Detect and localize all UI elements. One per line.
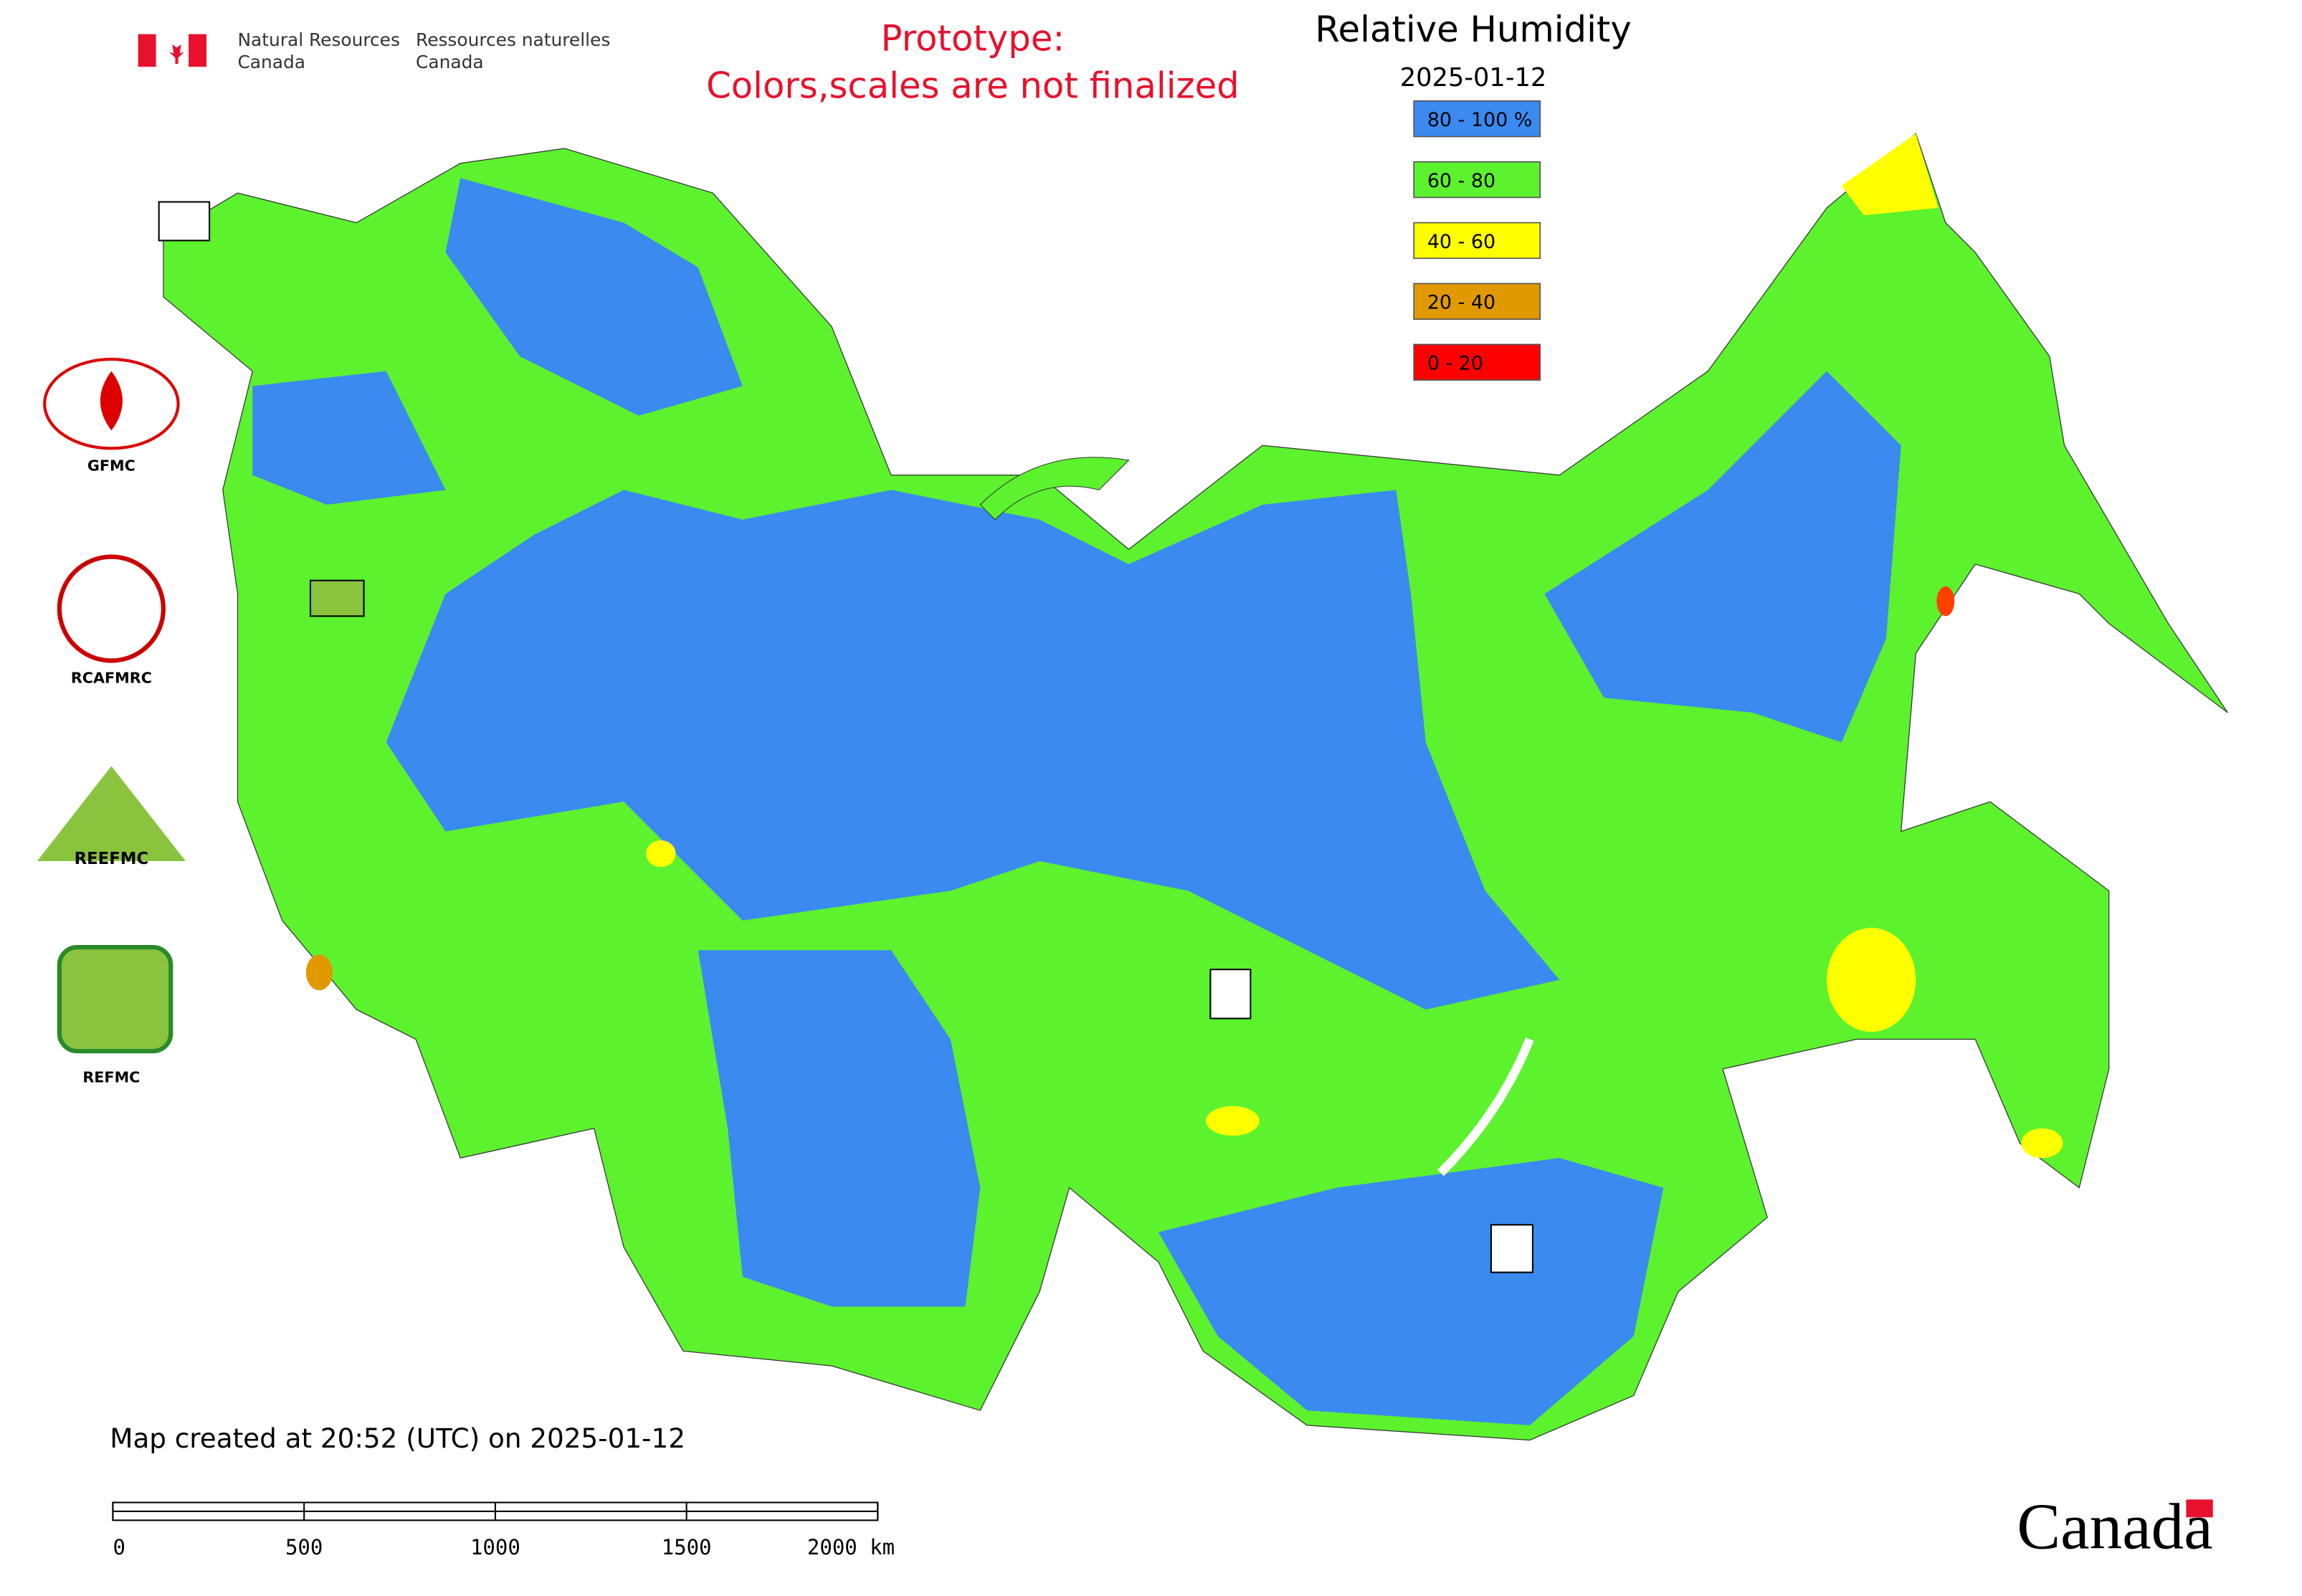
flag-bar [189,34,206,67]
wordmark-flag [2186,1499,2213,1518]
region-yellow [646,840,676,868]
region-blue [698,950,981,1307]
created-note: Map created at 20:52 (UTC) on 2025-01-12 [110,1422,685,1454]
notice: Colors,scales are not finalized [706,65,1240,107]
map-marker [1209,969,1252,1020]
map-marker [158,201,211,242]
maple-leaf [169,38,184,65]
agency-fr: Canada [416,52,484,72]
scale-bar: 0 500 1000 1500 2000 km [112,1501,895,1559]
region-orange [305,954,333,991]
logo-flame [100,371,123,431]
logo-reefmc [37,766,186,862]
legend-swatch [1413,222,1541,260]
notice: Prototype: [881,17,1065,59]
region-blue [252,371,446,505]
map-title: Relative Humidity [1315,9,1632,50]
flag-bar [138,34,156,67]
agency-en: Natural Resources [237,29,399,50]
agency-en: Canada [237,52,305,72]
logo-label: RCAFMRC [71,670,152,687]
legend-label: 40 - 60 [1427,231,1495,253]
logo-label: REFMC [82,1069,140,1086]
logo-label: REEFMC [75,850,149,868]
map-date: 2025-01-12 [1400,63,1547,92]
centre-logos: GFMC RCAFMRC REEFMC REFMC [37,201,1533,1273]
lake-baikal [1437,1037,1534,1177]
region-yellow [2021,1128,2063,1159]
logo-gfmc [43,358,180,450]
island [979,457,1130,521]
region-yellow [1841,133,1939,216]
canada-wordmark: Canada [2017,1491,2212,1563]
scale-label: 1000 [470,1535,520,1559]
legend-label: 60 - 80 [1427,170,1495,192]
legend-swatch [1413,100,1541,138]
legend-swatch [1413,343,1541,381]
legend-swatch [1413,282,1541,320]
agency-fr: Ressources naturelles [416,29,610,50]
legend-swatch [1413,161,1541,199]
region-yellow [1206,1106,1260,1136]
scale-label: 1500 [662,1535,712,1559]
scale-label: 500 [285,1535,323,1559]
region-blue [1158,1158,1664,1425]
logo-refmc [57,944,173,1054]
map-marker [1490,1224,1533,1273]
region-red [1936,586,1955,617]
scale-label: 2000 km [807,1535,895,1559]
scale-label: 0 [113,1535,125,1559]
region-blue [386,490,1560,1010]
legend-label: 80 - 100 % [1427,109,1533,131]
region-blue [1544,371,1901,743]
legend: 80 - 100 % 60 - 80 40 - 60 20 - 40 0 - 20 [1413,100,1541,381]
region-yellow [1827,928,1916,1032]
legend-label: 0 - 20 [1427,353,1483,375]
map-marker [309,579,365,617]
map [163,133,2228,1441]
logo-label: GFMC [87,457,135,474]
logo-rcafmrc [57,554,166,663]
legend-label: 20 - 40 [1427,292,1495,314]
